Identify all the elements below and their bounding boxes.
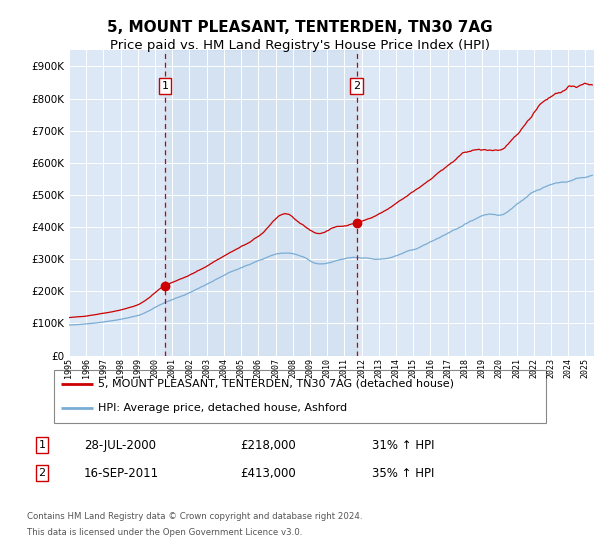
Text: HPI: Average price, detached house, Ashford: HPI: Average price, detached house, Ashf… [98, 403, 347, 413]
Text: 2009: 2009 [305, 358, 314, 379]
Text: 16-SEP-2011: 16-SEP-2011 [84, 466, 159, 480]
Text: 2005: 2005 [236, 358, 245, 379]
Text: 2015: 2015 [409, 358, 418, 379]
Text: 2020: 2020 [495, 358, 504, 379]
Text: 2011: 2011 [340, 358, 349, 379]
Text: 2: 2 [38, 468, 46, 478]
Text: 2001: 2001 [168, 358, 177, 379]
Text: 2002: 2002 [185, 358, 194, 379]
Text: 1: 1 [161, 81, 169, 91]
FancyBboxPatch shape [54, 370, 546, 423]
Text: 1999: 1999 [133, 358, 142, 379]
Text: 2000: 2000 [151, 358, 160, 379]
Text: 2010: 2010 [323, 358, 332, 379]
Text: 2004: 2004 [220, 358, 229, 379]
Bar [165, 50, 356, 356]
Text: 2: 2 [353, 81, 360, 91]
Text: 2006: 2006 [254, 358, 263, 379]
Text: 1997: 1997 [99, 358, 108, 379]
Text: 28-JUL-2000: 28-JUL-2000 [84, 438, 156, 452]
Text: This data is licensed under the Open Government Licence v3.0.: This data is licensed under the Open Gov… [27, 528, 302, 536]
Text: 1998: 1998 [116, 358, 125, 379]
Text: 2025: 2025 [581, 358, 590, 379]
Text: 2019: 2019 [478, 358, 487, 379]
Text: £413,000: £413,000 [240, 466, 296, 480]
Text: 2012: 2012 [357, 358, 366, 379]
Text: 2014: 2014 [392, 358, 401, 379]
Text: 2023: 2023 [547, 358, 556, 379]
Text: Price paid vs. HM Land Registry's House Price Index (HPI): Price paid vs. HM Land Registry's House … [110, 39, 490, 52]
Text: 35% ↑ HPI: 35% ↑ HPI [372, 466, 434, 480]
Text: 1: 1 [38, 440, 46, 450]
Text: 5, MOUNT PLEASANT, TENTERDEN, TN30 7AG: 5, MOUNT PLEASANT, TENTERDEN, TN30 7AG [107, 20, 493, 35]
Text: 2007: 2007 [271, 358, 280, 379]
Text: 2024: 2024 [563, 358, 572, 379]
Text: Contains HM Land Registry data © Crown copyright and database right 2024.: Contains HM Land Registry data © Crown c… [27, 512, 362, 521]
Text: 2021: 2021 [512, 358, 521, 379]
Text: 2022: 2022 [529, 358, 538, 379]
Text: 1995: 1995 [65, 358, 74, 379]
Text: 2017: 2017 [443, 358, 452, 379]
Text: 2016: 2016 [426, 358, 435, 379]
Text: 2003: 2003 [202, 358, 211, 379]
Text: 2008: 2008 [288, 358, 297, 379]
Text: £218,000: £218,000 [240, 438, 296, 452]
Text: 2013: 2013 [374, 358, 383, 379]
Text: 2018: 2018 [460, 358, 469, 379]
Text: 5, MOUNT PLEASANT, TENTERDEN, TN30 7AG (detached house): 5, MOUNT PLEASANT, TENTERDEN, TN30 7AG (… [98, 379, 454, 389]
Text: 1996: 1996 [82, 358, 91, 379]
Text: 31% ↑ HPI: 31% ↑ HPI [372, 438, 434, 452]
